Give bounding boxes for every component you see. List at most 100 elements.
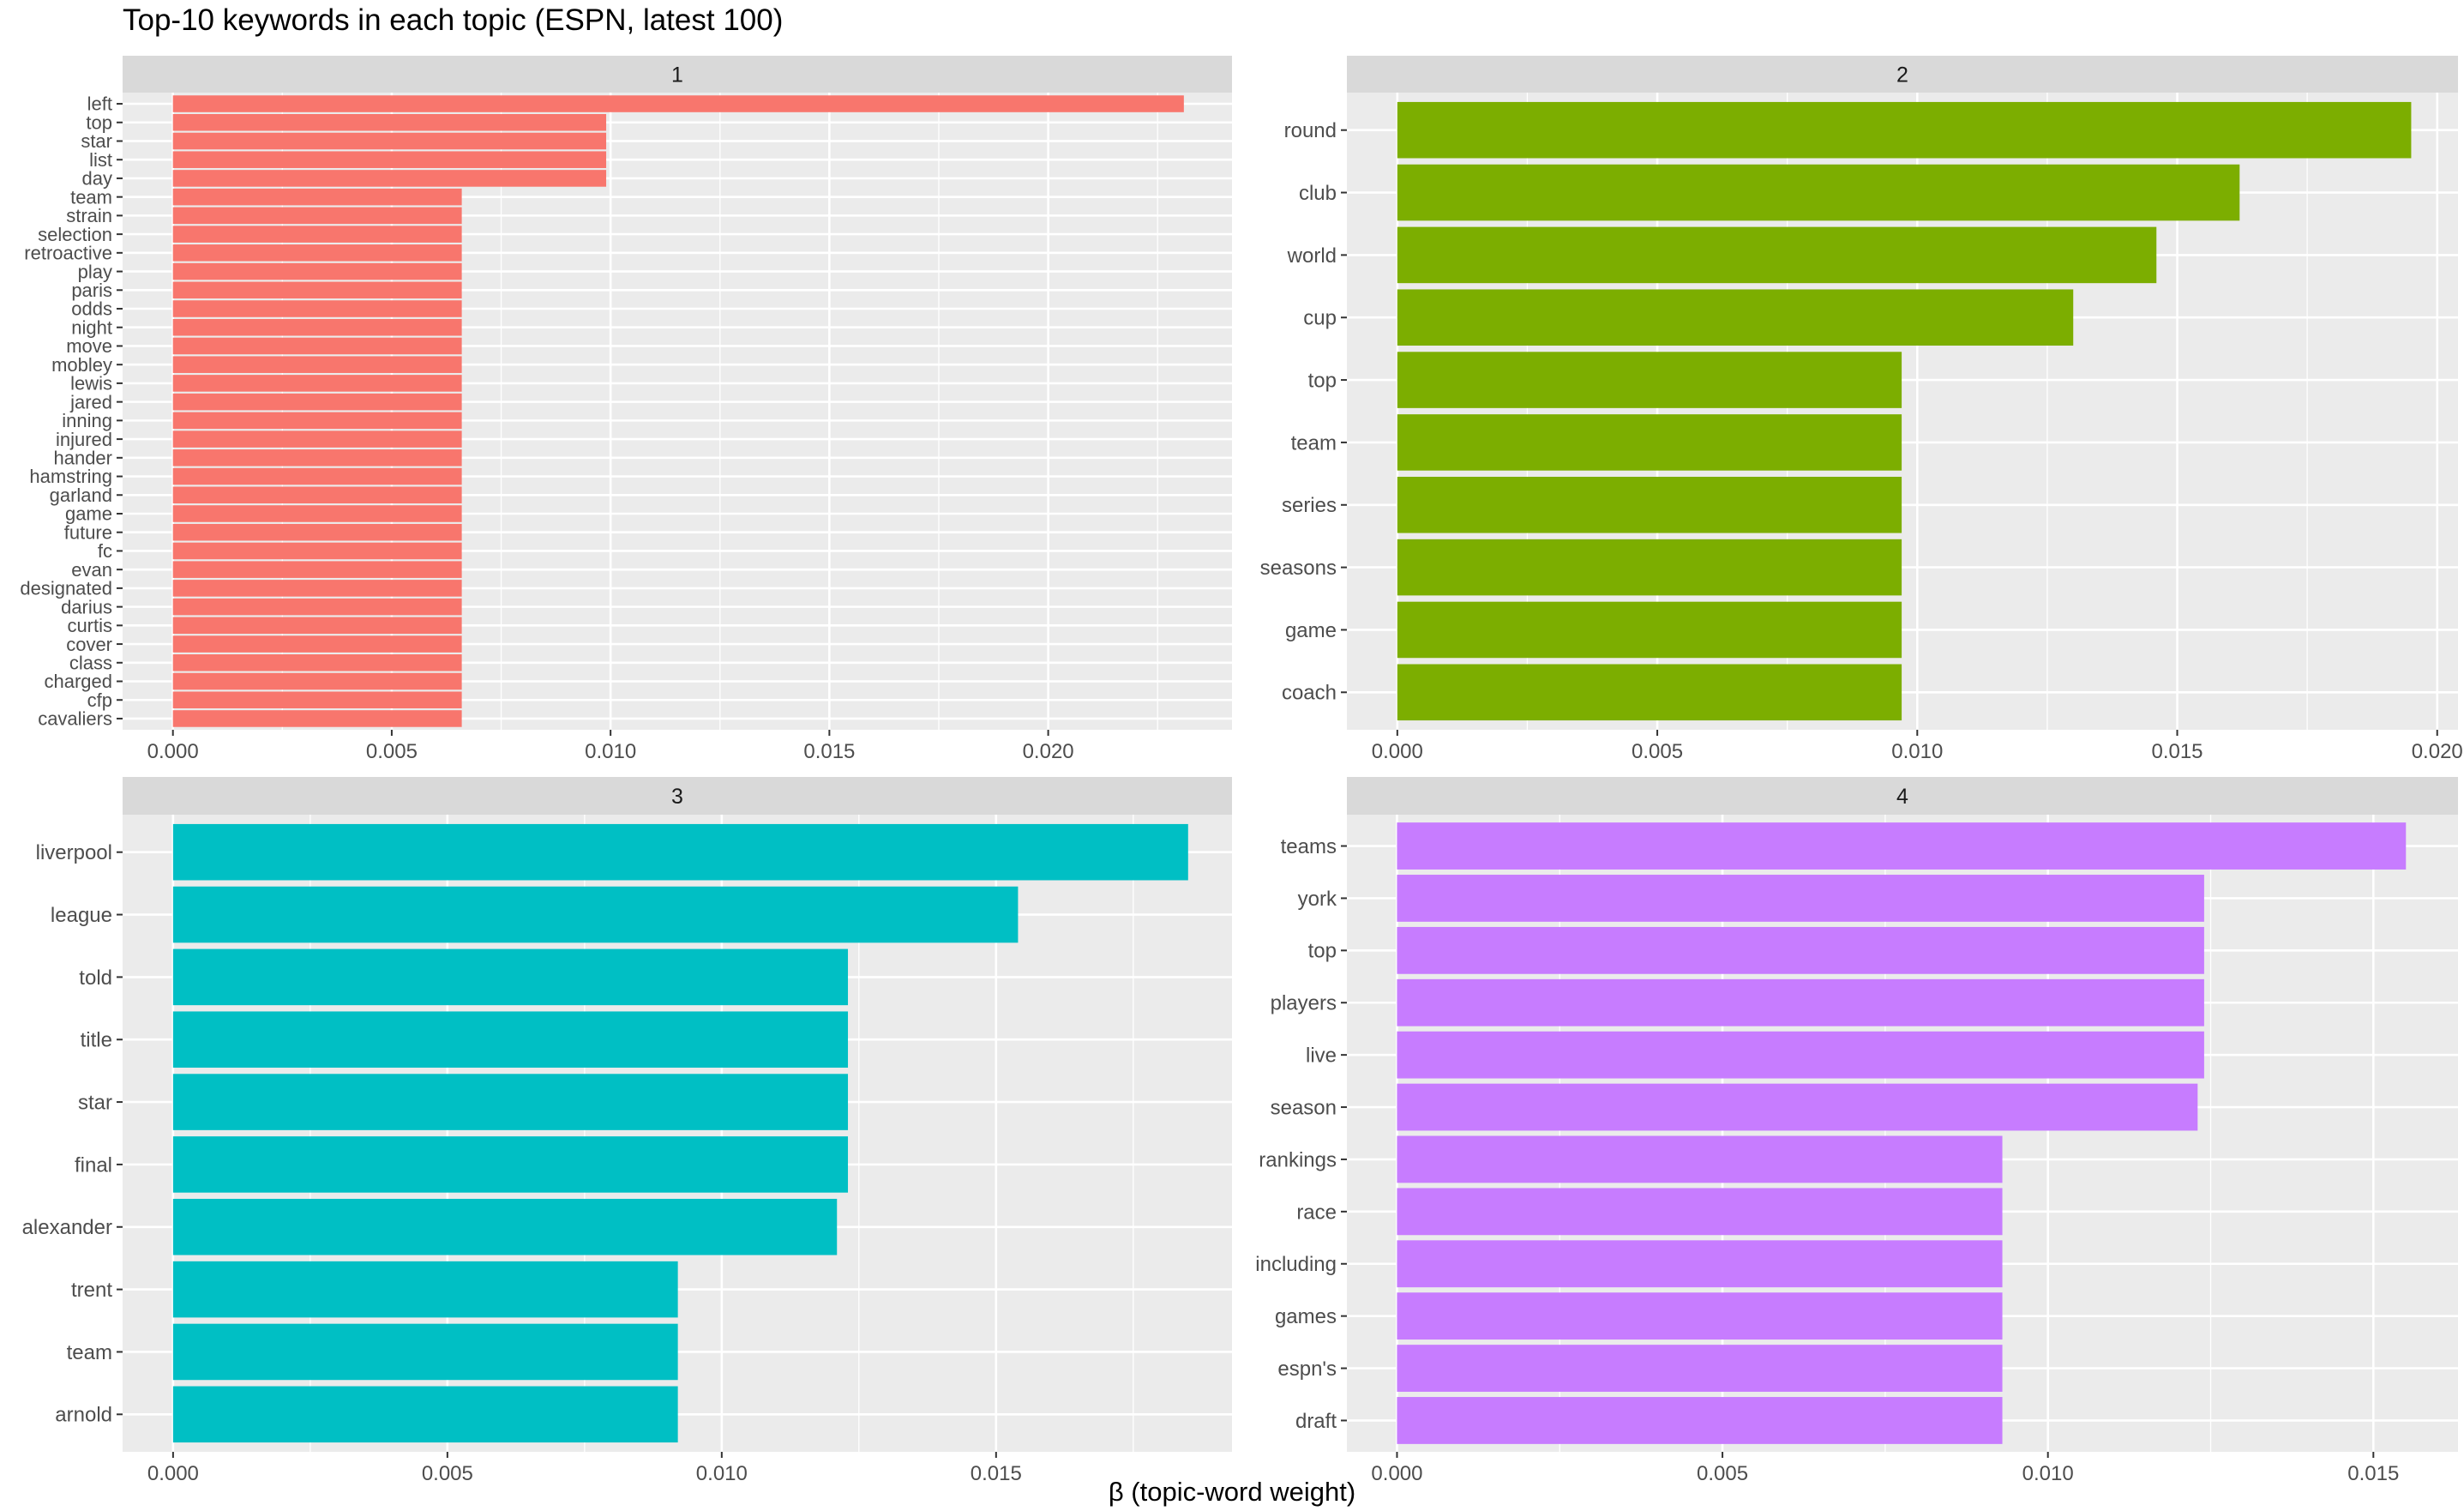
y-tick-label: world <box>1287 244 1337 268</box>
y-tick-label: play <box>78 261 112 282</box>
bar-1-hamstring <box>172 467 462 485</box>
y-tick-label: top <box>86 111 112 133</box>
y-tick-label: inning <box>62 410 112 431</box>
y-tick-label: rankings <box>1259 1148 1337 1171</box>
bar-4-including <box>1397 1240 2003 1288</box>
y-tick-label: cover <box>66 634 112 655</box>
bar-4-race <box>1397 1188 2003 1236</box>
facet-strip-label-4: 4 <box>1896 785 1908 809</box>
y-tick-label: hamstring <box>29 466 112 487</box>
bar-2-world <box>1397 226 2157 284</box>
y-tick-label: club <box>1299 182 1337 205</box>
bar-4-draft <box>1397 1397 2003 1444</box>
y-tick-label: game <box>1285 619 1337 642</box>
bar-1-selection <box>172 226 462 243</box>
y-tick-label: night <box>71 316 112 338</box>
x-tick-label: 0.015 <box>2347 1462 2399 1485</box>
bar-4-live <box>1397 1031 2204 1079</box>
bar-3-final <box>172 1136 849 1193</box>
y-tick-label: injured <box>56 429 112 450</box>
bar-2-team <box>1397 414 1902 471</box>
bar-1-jared <box>172 393 462 411</box>
y-tick-label: curtis <box>67 615 112 636</box>
bar-1-left <box>172 95 1184 112</box>
chart-title: Top-10 keywords in each topic (ESPN, lat… <box>123 3 784 37</box>
bar-3-team <box>172 1323 678 1381</box>
y-tick-label: cavaliers <box>38 708 112 730</box>
y-tick-label: future <box>64 521 112 543</box>
facet-strip-4 <box>1347 777 2458 815</box>
bar-4-games <box>1397 1292 2003 1340</box>
y-tick-label: class <box>69 652 112 673</box>
bar-1-cover <box>172 635 462 653</box>
y-tick-label: final <box>75 1153 112 1177</box>
y-tick-label: cup <box>1303 307 1337 330</box>
y-tick-label: team <box>70 186 112 208</box>
x-tick-label: 0.015 <box>2151 740 2203 763</box>
bar-1-day <box>172 170 607 187</box>
bar-2-game <box>1397 601 1902 659</box>
y-tick-label: series <box>1282 494 1337 517</box>
y-tick-label: fc <box>98 540 112 562</box>
y-tick-label: left <box>87 93 112 115</box>
bar-3-title <box>172 1011 849 1069</box>
y-tick-label: strain <box>66 205 112 226</box>
bar-4-espn's <box>1397 1345 2003 1392</box>
y-tick-label: coach <box>1282 682 1337 705</box>
bar-2-top <box>1397 352 1902 408</box>
bar-2-club <box>1397 164 2240 221</box>
x-tick-label: 0.005 <box>422 1462 473 1485</box>
y-tick-label: title <box>81 1029 112 1052</box>
x-tick-label: 0.000 <box>1372 740 1423 763</box>
x-tick-label: 0.005 <box>1697 1462 1748 1485</box>
x-tick-label: 0.015 <box>971 1462 1022 1485</box>
y-tick-label: garland <box>50 485 112 506</box>
bar-1-fc <box>172 542 462 560</box>
bar-1-game <box>172 505 462 522</box>
bar-2-cup <box>1397 289 2074 346</box>
bar-1-darius <box>172 598 462 616</box>
bar-3-told <box>172 948 849 1006</box>
y-tick-label: designated <box>20 578 112 599</box>
facet-strip-label-3: 3 <box>671 785 683 809</box>
bar-1-cfp <box>172 691 462 709</box>
bar-2-coach <box>1397 664 1902 721</box>
y-tick-label: top <box>1308 940 1337 963</box>
y-tick-label: darius <box>61 596 112 617</box>
bar-1-play <box>172 262 462 280</box>
y-tick-label: list <box>89 149 112 171</box>
y-tick-label: games <box>1275 1305 1337 1328</box>
bar-1-hander <box>172 449 462 467</box>
bar-2-round <box>1397 101 2412 159</box>
bar-1-retroactive <box>172 244 462 262</box>
bar-4-york <box>1397 875 2204 922</box>
y-tick-label: cfp <box>87 689 112 711</box>
y-tick-label: evan <box>71 559 112 581</box>
bar-4-players <box>1397 978 2204 1026</box>
bar-1-future <box>172 523 462 541</box>
bar-4-teams <box>1397 822 2407 870</box>
y-tick-label: charged <box>44 671 112 692</box>
y-tick-label: day <box>82 168 112 190</box>
bar-3-liverpool <box>172 823 1188 881</box>
bar-1-cavaliers <box>172 710 462 727</box>
x-tick-label: 0.005 <box>1632 740 1683 763</box>
y-tick-label: retroactive <box>24 243 112 264</box>
y-tick-label: live <box>1306 1044 1337 1068</box>
y-tick-label: arnold <box>55 1404 112 1427</box>
bar-4-top <box>1397 926 2204 974</box>
y-tick-label: round <box>1284 119 1337 142</box>
y-tick-label: lewis <box>70 373 112 394</box>
bar-4-rankings <box>1397 1135 2003 1183</box>
bar-1-charged <box>172 672 462 690</box>
y-tick-label: seasons <box>1260 557 1337 580</box>
x-tick-label: 0.010 <box>2022 1462 2074 1485</box>
y-tick-label: move <box>66 335 112 357</box>
bar-2-series <box>1397 476 1902 533</box>
bar-1-list <box>172 151 607 168</box>
bar-3-trent <box>172 1261 678 1318</box>
y-tick-label: told <box>79 966 112 990</box>
y-tick-label: alexander <box>22 1216 112 1239</box>
y-tick-label: draft <box>1295 1410 1337 1433</box>
